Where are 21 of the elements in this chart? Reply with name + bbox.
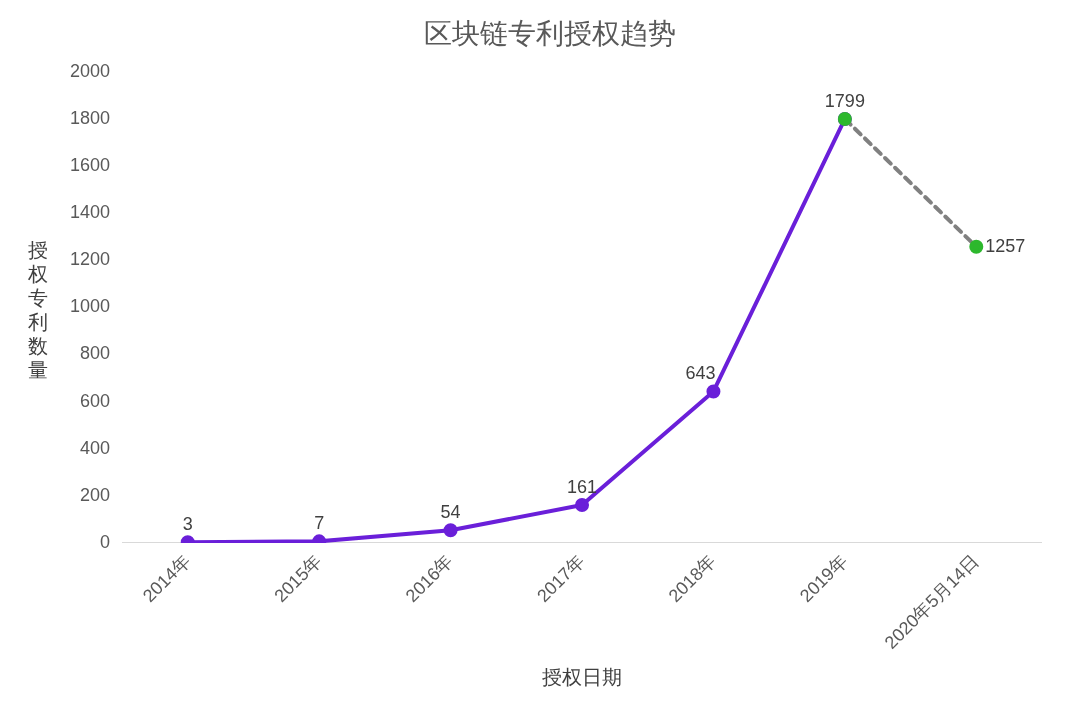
y-tick-label: 1600 [70, 154, 111, 175]
data-label: 161 [567, 477, 598, 498]
y-tick-label: 200 [80, 484, 111, 505]
chart-title: 区块链专利授权趋势 [424, 17, 676, 49]
y-tick-label: 1800 [70, 107, 111, 128]
data-label: 54 [440, 502, 461, 523]
y-tick-label: 1400 [70, 201, 111, 222]
x-axis-title: 授权日期 [542, 665, 623, 688]
y-tick-label: 1200 [70, 249, 111, 270]
data-label: 1257 [985, 235, 1026, 256]
y-tick-label: 400 [80, 437, 111, 458]
data-label: 3 [182, 514, 193, 535]
data-label: 643 [685, 363, 716, 384]
y-axis-title: 授权专利数量 [27, 238, 49, 382]
y-tick-label: 1000 [70, 296, 111, 317]
data-label: 7 [314, 513, 325, 534]
y-tick-label: 800 [80, 343, 111, 364]
data-label: 1799 [824, 90, 865, 111]
y-tick-label: 0 [100, 531, 111, 552]
y-tick-label: 600 [80, 390, 111, 411]
y-tick-label: 2000 [70, 60, 111, 81]
